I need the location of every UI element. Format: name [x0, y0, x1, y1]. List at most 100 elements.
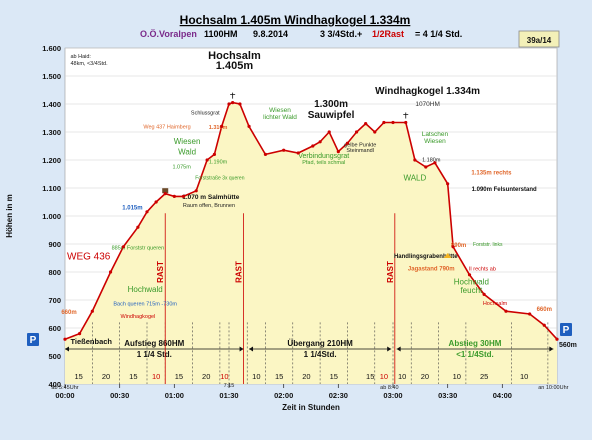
- profile-point: [136, 225, 140, 229]
- annotation-label: Wald: [178, 147, 196, 156]
- y-tick-label: 700: [48, 296, 61, 305]
- segment-minutes-label: 10: [398, 372, 406, 381]
- hut-icon: [162, 188, 169, 194]
- y-tick-label: 1.600: [42, 44, 61, 53]
- profile-point: [354, 130, 359, 134]
- annotation-label: lichter Wald: [263, 114, 297, 121]
- segment-minutes-label: 15: [366, 372, 374, 381]
- date-label: 9.8.2014: [253, 29, 288, 39]
- profile-point: [391, 120, 395, 125]
- segment-minutes-label: 20: [202, 372, 210, 381]
- x-tick-label: 03:30: [438, 391, 457, 400]
- annotation-label: Windhagkogel 1.334m: [375, 86, 480, 97]
- annotation-label: Verbindungsgrat: [298, 153, 349, 160]
- profile-point: [77, 332, 82, 336]
- x-tick-label: 04:00: [493, 391, 512, 400]
- phase-label-line2: <1 1/4Std.: [456, 350, 494, 359]
- time-marks: ab 5:45Uhr 7:15 ab 8:40 an 10:00Uhr: [51, 383, 568, 391]
- time-main-label: 3 3/4Std.+: [320, 29, 362, 39]
- annotation-label: 660m: [537, 307, 552, 313]
- time-mark-label: ab 8:40: [380, 385, 398, 391]
- annotation-label: 48km, <3/4Std.: [70, 61, 108, 67]
- profile-point: [504, 309, 508, 313]
- segment-minutes-label: 15: [175, 372, 183, 381]
- annotation-label: Weg 437 Haimberg: [143, 125, 190, 131]
- y-axis-label: Höhen in m: [5, 194, 14, 238]
- x-tick-label: 01:00: [165, 391, 184, 400]
- phase-arrow-head-left: [249, 346, 254, 352]
- annotation-label: Sauwipfel: [308, 110, 355, 121]
- segment-minutes: 15 20 15 10 15 20 10 10 15 20 15 15 10 10 20 10 25 10: [74, 322, 549, 384]
- annotation-label: Bach queren 715m -730m: [113, 302, 177, 308]
- annotation-label: Pfad, teils schmal: [302, 160, 345, 166]
- y-tick-label: 1.400: [42, 100, 61, 109]
- profile-point: [212, 152, 217, 156]
- elevation-area: [65, 102, 557, 384]
- annotation-label: 1.310m: [209, 125, 228, 131]
- x-axis-label: Zeit in Stunden: [282, 403, 340, 412]
- svg-text:P: P: [30, 335, 37, 346]
- profile-point: [345, 141, 350, 145]
- x-tick-label: 00:30: [110, 391, 129, 400]
- annotations: Hochsalm1.405m1.300mSauwipfelWindhagkoge…: [61, 50, 577, 349]
- phase-label-line2: 1 1/4 Std.: [137, 350, 172, 359]
- org-label: O.Ö.Voralpen: [140, 29, 197, 39]
- elevation-line: [64, 101, 558, 340]
- x-tick-label: 02:00: [274, 391, 293, 400]
- tour-badge: 39a/14: [518, 30, 560, 48]
- profile-point: [231, 101, 235, 105]
- annotation-label: 1.190m: [209, 159, 228, 165]
- total-time-label: = 4 1/4 Std.: [415, 29, 462, 39]
- rast-time-label: 1/2Rast: [372, 29, 404, 39]
- profile-point: [433, 161, 437, 165]
- y-axis-ticks: 400 500 600 700 800 900 1.000 1.100 1.200 1.300 1.…: [42, 44, 61, 389]
- phase-arrow-head-right: [239, 346, 244, 352]
- y-tick-label: 400: [48, 380, 61, 389]
- annotation-label: 1.405m: [216, 60, 254, 72]
- profile-point: [227, 102, 231, 106]
- y-tick-label: 800: [48, 268, 61, 277]
- phase-arrow-head-right: [549, 346, 554, 352]
- segment-minutes-label: 20: [302, 372, 310, 381]
- profile-point: [311, 144, 315, 148]
- chart-title: Hochsalm 1.405m Windhagkogel 1.334m: [180, 13, 411, 27]
- phase-arrow-head-left: [396, 346, 401, 352]
- x-axis-ticks: 00:00 00:30 01:00 01:30 02:00 02:30 03:00 03:30…: [55, 384, 512, 400]
- time-mark-label: an 10:00Uhr: [538, 385, 568, 391]
- annotation-label: 1.075m: [172, 164, 191, 170]
- profile-point: [528, 312, 532, 316]
- profile-point: [467, 273, 472, 277]
- profile-point: [327, 130, 331, 134]
- time-mark-label: 7:15: [224, 383, 235, 389]
- profile-point: [364, 122, 368, 126]
- annotation-label: Jagastand 790m: [408, 267, 455, 273]
- summit-cross-icon: [230, 92, 236, 99]
- rest-markers: RAST RAST RAST: [156, 213, 396, 384]
- phase-label-line1: Aufstieg 860HM: [124, 339, 184, 348]
- annotation-label: Wiesen: [424, 138, 446, 145]
- segment-minutes-label: 10: [220, 372, 228, 381]
- x-tick-label: 01:30: [219, 391, 238, 400]
- annotation-label: WEG 436: [67, 251, 111, 262]
- profile-point: [108, 270, 113, 274]
- profile-point: [238, 102, 242, 106]
- annotation-label: 1.135m rechts: [471, 171, 512, 177]
- profile-point: [555, 337, 559, 341]
- y-tick-label: 900: [48, 240, 61, 249]
- profile-point: [163, 192, 167, 196]
- profile-point: [446, 182, 450, 186]
- profile-point: [482, 292, 486, 296]
- profile-point: [63, 337, 67, 341]
- annotation-label: Forststraße 3x queren: [195, 176, 244, 182]
- parking-icon-start: P: [27, 333, 39, 346]
- annotation-label: Steinmandl: [346, 148, 374, 154]
- x-tick-label: 00:00: [55, 391, 74, 400]
- rest-label: RAST: [156, 261, 165, 283]
- profile-point: [424, 165, 428, 169]
- profile-point: [145, 210, 149, 214]
- profile-point: [154, 200, 158, 204]
- phase-label-line1: Übergang 210HM: [287, 339, 353, 348]
- y-tick-label: 600: [48, 324, 61, 333]
